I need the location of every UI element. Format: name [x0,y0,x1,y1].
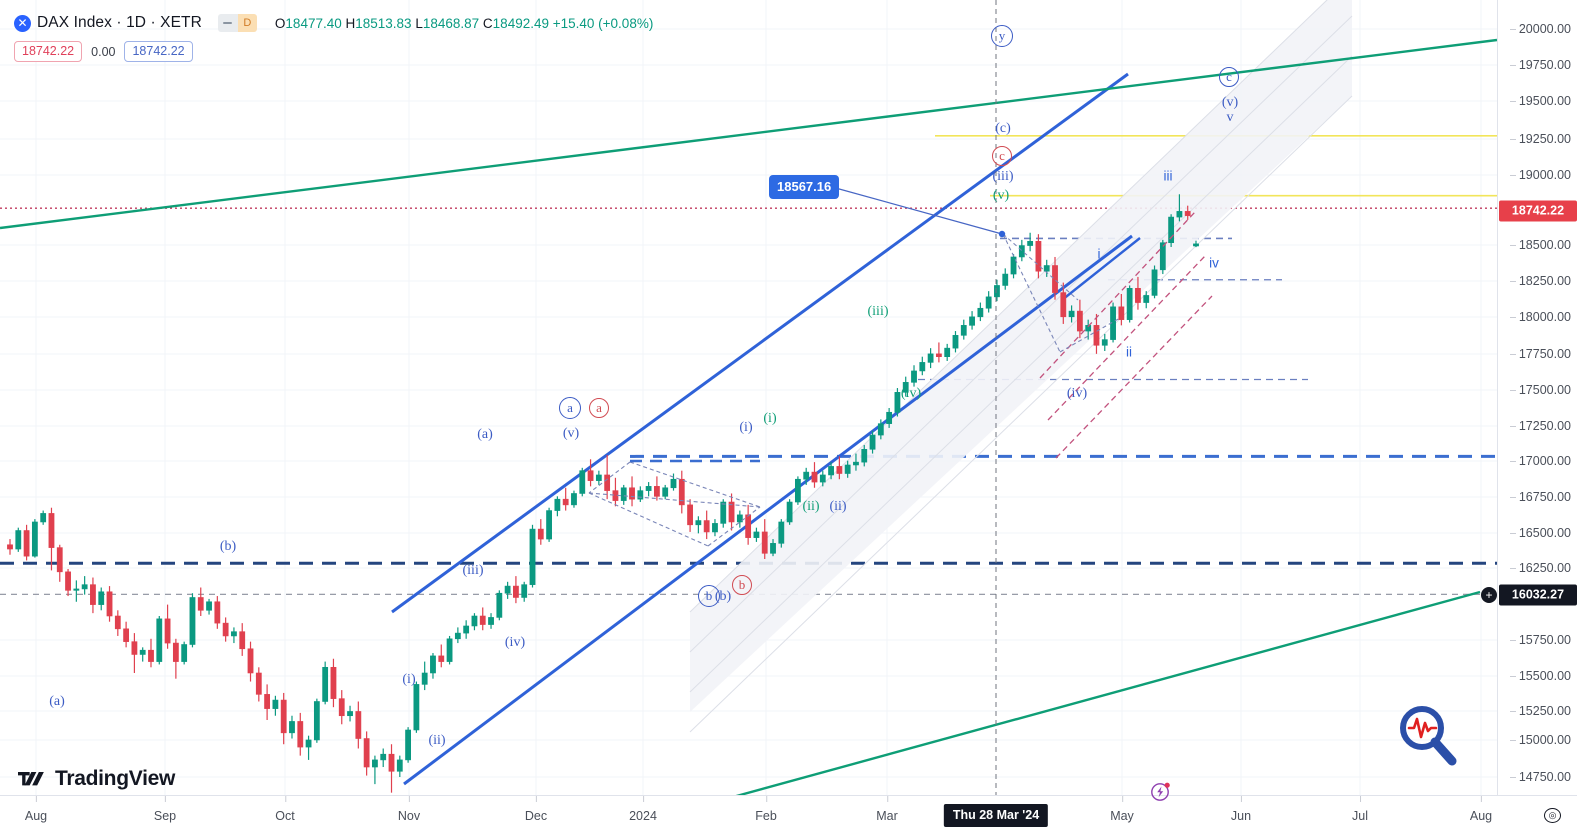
tick-mark [1509,139,1516,140]
time-axis[interactable]: ◎ Aug Sep Oct Nov Dec 2024 Feb Mar May Jun Jul Aug T… [0,795,1577,837]
crosshair-date-badge[interactable]: Thu 28 Mar '24 [943,804,1049,827]
price-tick: 17000.00 [1509,454,1571,468]
time-tick: Jun [1230,796,1252,823]
price-tick: 16250.00 [1509,561,1571,575]
tick-mark [1509,676,1516,677]
tick-mark [1509,740,1516,741]
overlay-annotation-lines [588,211,1213,547]
tick-mark [1509,711,1516,712]
time-tick: Sep [153,796,177,823]
time-tick: 2024 [629,796,657,823]
time-tick: Aug [24,796,48,823]
time-tick: Aug [1469,796,1493,823]
candlestick-series [7,194,1199,793]
time-tick: Oct [275,796,295,823]
chart-canvas [0,0,1497,795]
tick-mark [1509,461,1516,462]
price-tick: 15250.00 [1509,704,1571,718]
trend-lines [0,38,1497,795]
pitchfork-channel [689,0,1353,733]
tick-mark [1509,245,1516,246]
price-tick: 14750.00 [1509,770,1571,784]
add-alert-plus-icon[interactable]: + [1481,587,1497,603]
tick-mark [1509,497,1516,498]
price-tick: 15000.00 [1509,733,1571,747]
price-tick: 18500.00 [1509,238,1571,252]
timezone-clock-icon[interactable]: ◎ [1544,808,1561,823]
tick-mark [1509,101,1516,102]
crosshair-vertical-line [995,0,1006,795]
price-tick: 19750.00 [1509,58,1571,72]
tick-mark [1509,533,1516,534]
time-tick: Jul [1352,796,1368,823]
chart-plot-area[interactable] [0,0,1497,795]
tick-mark [1509,29,1516,30]
price-tick: 19250.00 [1509,132,1571,146]
price-tick: 17250.00 [1509,419,1571,433]
time-tick: Feb [755,796,777,823]
tick-mark [1509,777,1516,778]
marked-price-badge[interactable]: 16032.27 [1499,584,1577,606]
price-tick: 18000.00 [1509,310,1571,324]
tick-mark [1509,354,1516,355]
price-tick: 15750.00 [1509,633,1571,647]
price-tick: 15500.00 [1509,669,1571,683]
price-tick: 20000.00 [1509,22,1571,36]
price-tick: 19000.00 [1509,168,1571,182]
price-tick: 16750.00 [1509,490,1571,504]
tick-mark [1509,426,1516,427]
time-tick: Nov [397,796,421,823]
price-tick: 16500.00 [1509,526,1571,540]
tick-mark [1509,65,1516,66]
tick-mark [1509,317,1516,318]
price-axis[interactable]: 20000.00 19750.00 19500.00 19250.00 19000.00… [1497,0,1577,795]
price-tick: 17500.00 [1509,383,1571,397]
time-tick: May [1110,796,1134,823]
time-tick: Dec [524,796,548,823]
tick-mark [1509,640,1516,641]
price-tick: 19500.00 [1509,94,1571,108]
tick-mark [1509,175,1516,176]
tick-mark [1509,568,1516,569]
tick-mark [1509,281,1516,282]
price-tick: 17750.00 [1509,347,1571,361]
tick-mark [1509,390,1516,391]
time-tick: Mar [876,796,898,823]
price-tick: 18250.00 [1509,274,1571,288]
current-price-badge[interactable]: 18742.22 [1499,200,1577,222]
